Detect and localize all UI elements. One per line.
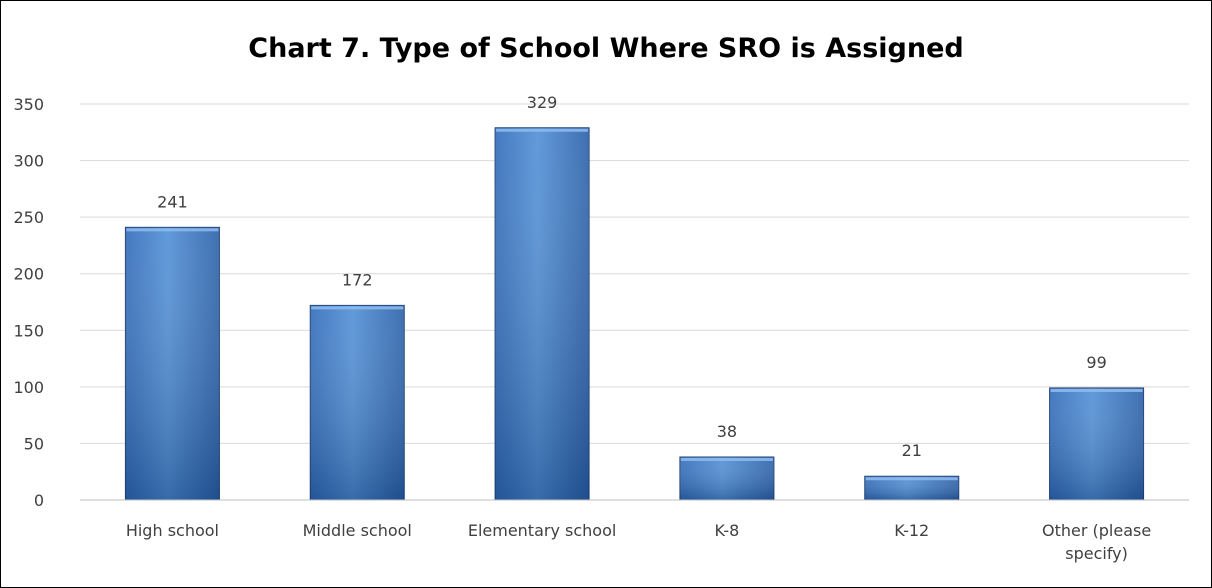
category-label-line: K-12 [894,521,929,540]
bar-1 [309,304,405,501]
y-tick-label: 0 [34,491,44,510]
bar-5 [1049,387,1145,501]
category-label: Other (please specify) [1042,521,1151,563]
bar-shade [864,476,959,500]
data-label: 172 [342,270,373,289]
y-tick-label: 300 [13,152,44,171]
bar-shade [679,457,774,500]
y-tick-label: 350 [13,95,44,114]
bar-shade [1049,387,1144,500]
bar-top-highlight [126,228,219,232]
bar-top-highlight [680,458,773,462]
y-axis-tick-labels: 0 50 100 150 200 250 300 350 [13,95,44,510]
bar-top-highlight [865,477,958,481]
bar-shade [310,305,405,500]
bar-0 [124,226,220,501]
bar-shade [495,127,590,500]
y-tick-label: 50 [24,434,44,453]
chart-title: Chart 7. Type of School Where SRO is Ass… [248,33,964,64]
category-label-line: High school [126,521,219,540]
category-label-line: Other (please [1042,521,1151,540]
category-label: K-8 [715,521,740,540]
category-label-line: specify) [1065,544,1128,563]
gridlines [80,103,1189,444]
category-label: Elementary school [468,521,616,540]
data-label: 329 [527,93,558,112]
bar-3 [679,456,775,501]
category-label: Middle school [303,521,412,540]
category-label-line: Elementary school [468,521,616,540]
bar-top-highlight [1050,388,1143,392]
bar-shade [125,227,220,500]
bar-top-highlight [311,306,404,310]
data-label: 99 [1086,353,1106,372]
bar-4 [864,475,960,501]
data-labels: 241 172 329 38 21 99 [157,93,1107,460]
y-tick-label: 100 [13,378,44,397]
category-label-line: Middle school [303,521,412,540]
category-label-line: K-8 [715,521,740,540]
category-label: High school [126,521,219,540]
y-tick-label: 200 [13,265,44,284]
data-label: 241 [157,192,188,211]
bars [124,127,1145,501]
data-label: 38 [717,422,737,441]
x-axis-category-labels: High school Middle school Elementary schoo… [126,521,1151,563]
category-label: K-12 [894,521,929,540]
bar-top-highlight [496,128,589,132]
data-label: 21 [902,441,922,460]
y-tick-label: 250 [13,208,44,227]
bar-2 [494,127,590,501]
y-tick-label: 150 [13,321,44,340]
